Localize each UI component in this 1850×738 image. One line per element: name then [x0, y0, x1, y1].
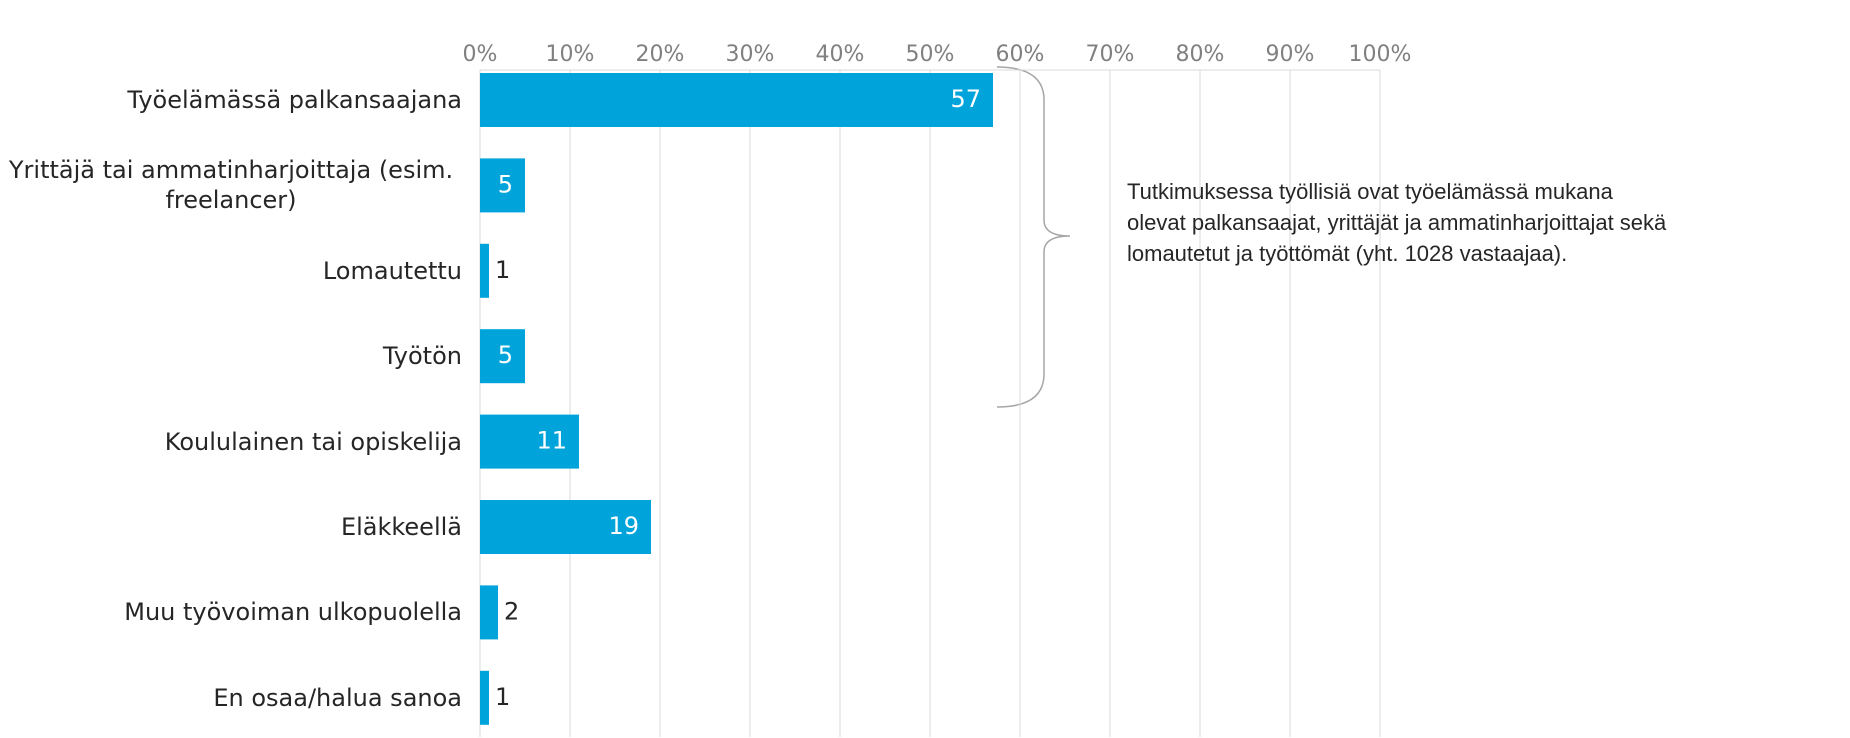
x-tick-label: 70%	[1086, 42, 1135, 67]
data-label: 2	[504, 597, 519, 625]
bar	[480, 158, 525, 213]
x-tick-label: 100%	[1349, 42, 1412, 67]
data-label: 19	[608, 512, 639, 540]
annotation: Tutkimuksessa työllisiä ovat työelämässä…	[1127, 179, 1614, 204]
annotation: lomautetut ja työttömät (yht. 1028 vasta…	[1127, 241, 1567, 266]
x-tick-label: 0%	[463, 42, 498, 67]
category-label: Yrittäjä tai ammatinharjoittaja (esim. f…	[0, 145, 462, 225]
category-text: Muu työvoiman ulkopuolella	[124, 598, 462, 627]
x-tick-label: 60%	[996, 42, 1045, 67]
bracket	[996, 66, 1071, 408]
category-text: Yrittäjä tai ammatinharjoittaja (esim. f…	[8, 156, 454, 215]
category-label: Eläkkeellä	[0, 487, 462, 567]
x-tick-label: 90%	[1266, 42, 1315, 67]
category-label: Työelämässä palkansaajana	[0, 60, 462, 140]
data-label: 1	[495, 683, 510, 711]
x-tick-label: 20%	[636, 42, 685, 67]
data-label: 5	[498, 341, 513, 369]
bar	[480, 585, 498, 640]
data-label: 5	[498, 170, 513, 198]
bar	[480, 73, 993, 127]
bar	[480, 329, 525, 384]
category-label: Muu työvoiman ulkopuolella	[0, 572, 462, 652]
category-label: Koululainen tai opiskelija	[0, 402, 462, 482]
data-label: 1	[495, 256, 510, 284]
x-tick-label: 50%	[906, 42, 955, 67]
x-tick-label: 10%	[546, 42, 595, 67]
category-label: Työtön	[0, 316, 462, 396]
x-tick-label: 40%	[816, 42, 865, 67]
category-label: Lomautettu	[0, 231, 462, 311]
category-label: En osaa/halua sanoa	[0, 658, 462, 738]
category-text: Koululainen tai opiskelija	[164, 427, 462, 456]
category-text: Työtön	[382, 342, 462, 371]
bar	[480, 670, 489, 725]
bar	[480, 243, 489, 298]
bar	[480, 414, 579, 469]
category-text: Työelämässä palkansaajana	[127, 86, 462, 114]
category-text: Lomautettu	[322, 256, 462, 285]
data-label: 11	[536, 427, 567, 455]
x-tick-label: 80%	[1176, 42, 1225, 67]
category-text: Eläkkeellä	[340, 513, 462, 541]
x-tick-label: 30%	[726, 42, 775, 67]
data-label: 57	[950, 85, 981, 113]
bar	[480, 500, 651, 554]
category-text: En osaa/halua sanoa	[213, 683, 462, 712]
annotation: olevat palkansaajat, yrittäjät ja ammati…	[1127, 210, 1667, 235]
